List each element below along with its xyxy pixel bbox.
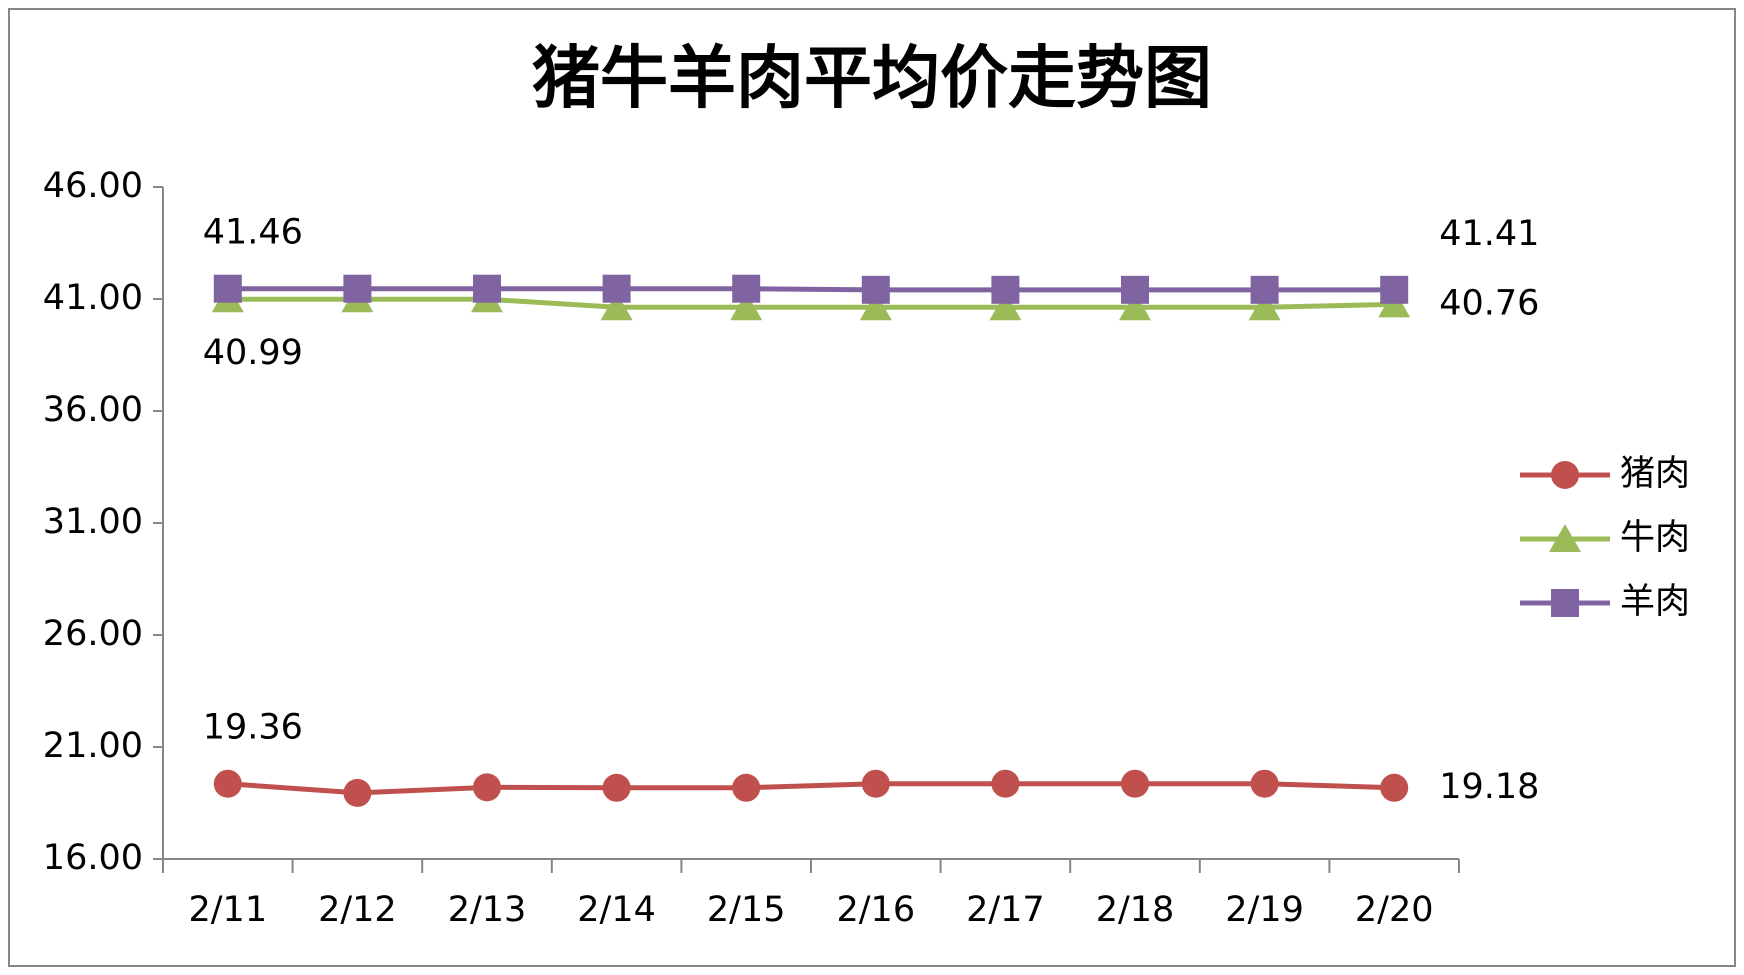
x-tick-label: 2/18: [1096, 890, 1175, 930]
data-label: 19.36: [203, 708, 303, 748]
chart-title: 猪牛羊肉平均价走势图: [532, 40, 1212, 119]
x-tick-label: 2/17: [966, 890, 1045, 930]
marker: [991, 275, 1020, 304]
y-tick-label: 26.00: [43, 614, 143, 654]
marker: [602, 274, 631, 303]
x-tick-label: 2/16: [836, 890, 915, 930]
marker: [1121, 275, 1149, 304]
marker: [989, 292, 1022, 321]
x-tick-label: 2/12: [318, 890, 397, 930]
marker: [343, 778, 372, 807]
marker: [1380, 773, 1409, 802]
legend-label: 猪肉: [1620, 454, 1690, 494]
data-label: 40.99: [203, 333, 303, 373]
chart-border: [8, 8, 1736, 967]
marker: [861, 769, 890, 798]
marker: [1549, 524, 1581, 552]
marker: [730, 292, 763, 321]
y-tick-label: 21.00: [43, 726, 143, 766]
marker: [213, 769, 242, 798]
x-tick-label: 2/19: [1225, 890, 1304, 930]
marker: [1121, 769, 1149, 798]
series: 19.36 19.18: [203, 708, 1539, 807]
y-tick-label: 16.00: [43, 838, 143, 878]
y-tick-label: 46.00: [43, 166, 143, 206]
marker: [732, 773, 761, 802]
data-label: 41.41: [1439, 214, 1539, 254]
marker: [473, 773, 501, 802]
y-tick-label: 36.00: [43, 390, 143, 430]
series: 41.46 41.41: [203, 213, 1539, 304]
legend-label: 牛肉: [1620, 518, 1690, 558]
marker: [1250, 769, 1279, 798]
legend-label: 羊肉: [1620, 582, 1690, 622]
marker: [600, 292, 633, 321]
x-tick-label: 2/20: [1355, 890, 1434, 930]
marker: [732, 274, 761, 303]
data-label: 40.76: [1439, 283, 1539, 323]
marker: [1119, 292, 1151, 321]
marker: [859, 292, 892, 321]
x-tick-label: 2/15: [707, 890, 786, 930]
marker: [473, 274, 501, 303]
marker: [1248, 292, 1281, 321]
marker: [602, 773, 631, 802]
x-tick-label: 2/14: [577, 890, 656, 930]
marker: [861, 275, 890, 304]
marker: [1551, 461, 1579, 489]
series-line: [227, 296, 1395, 310]
marker: [213, 274, 242, 303]
data-label: 19.18: [1439, 767, 1539, 807]
y-tick-label: 41.00: [43, 278, 143, 318]
x-tick-label: 2/13: [448, 890, 527, 930]
marker: [991, 769, 1020, 798]
data-label: 41.46: [203, 213, 303, 253]
marker: [343, 274, 372, 303]
series-line: [227, 781, 1395, 796]
series-line: [227, 286, 1395, 293]
marker: [1551, 589, 1579, 617]
marker: [1250, 275, 1279, 304]
y-tick-label: 31.00: [43, 502, 143, 542]
marker: [1380, 275, 1409, 304]
x-tick-label: 2/11: [188, 890, 267, 930]
